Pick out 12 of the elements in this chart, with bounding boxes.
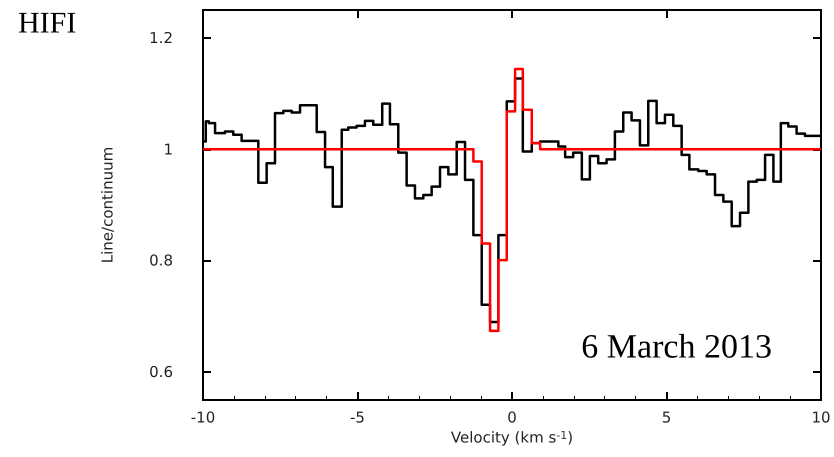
text: HIFI: [18, 6, 76, 40]
x-tick-label: -10: [190, 408, 216, 426]
y-axis-title: Line/continuum: [98, 146, 116, 264]
y-tick-label: 1: [163, 140, 173, 158]
y-tick-label: 1.2: [149, 28, 173, 47]
x-tick-label: 5: [662, 408, 672, 426]
x-tick-label: 10: [811, 408, 831, 426]
y-tick-label: 0.6: [149, 363, 173, 382]
y-tick-label: 0.8: [149, 252, 173, 270]
x-tick-label: -5: [350, 408, 365, 426]
annotation: 6 March 2013: [581, 328, 772, 366]
x-tick-label: 0: [507, 408, 517, 426]
